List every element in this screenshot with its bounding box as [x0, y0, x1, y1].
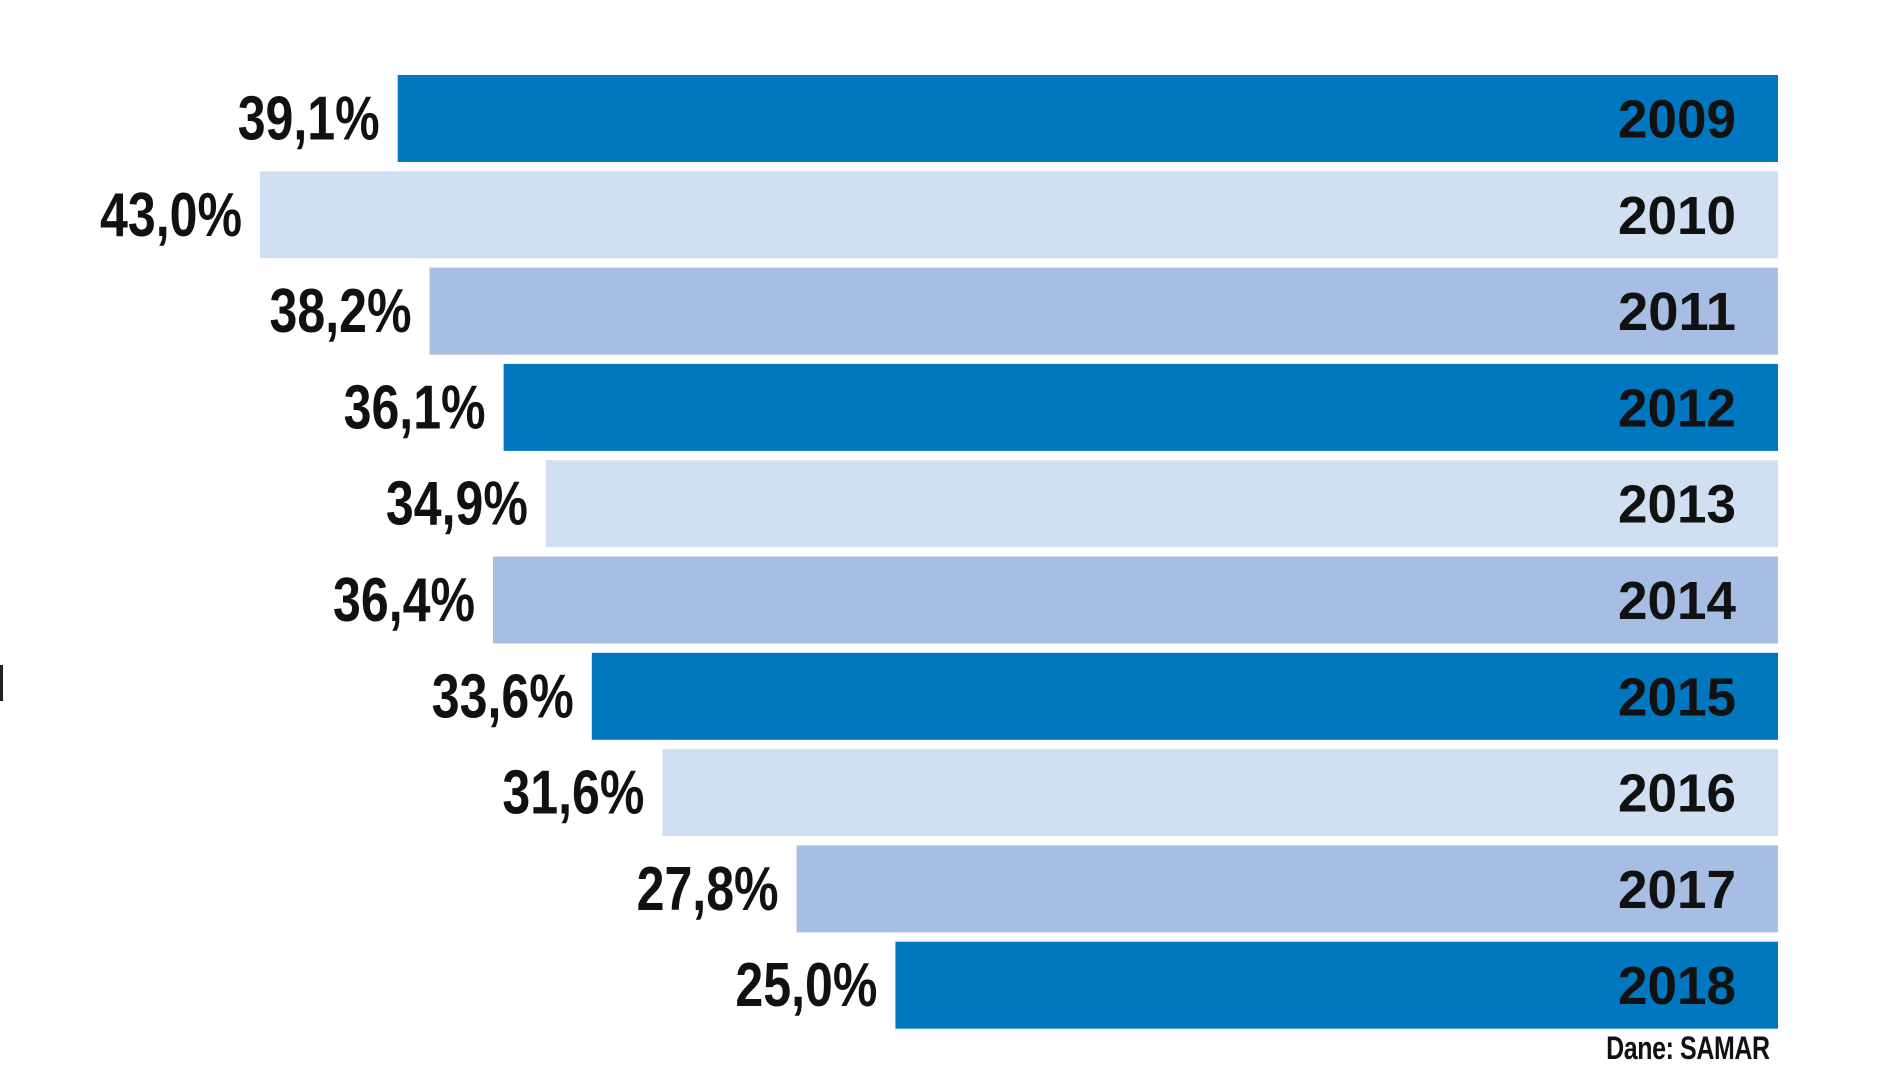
- value-label-2014: 36,4%: [333, 566, 475, 635]
- bar-2015: [591, 652, 1778, 740]
- value-label-2016: 31,6%: [502, 759, 644, 828]
- year-label-2010: 2010: [1618, 186, 1736, 246]
- year-label-2018: 2018: [1618, 956, 1736, 1016]
- value-label-2009: 39,1%: [238, 85, 380, 154]
- year-label-2014: 2014: [1618, 571, 1736, 631]
- bar-2009: [397, 75, 1779, 162]
- year-label-2011: 2011: [1618, 282, 1736, 342]
- value-label-2015: 33,6%: [432, 662, 574, 731]
- bar-2014: [493, 556, 1778, 644]
- value-label-2012: 36,1%: [344, 373, 486, 442]
- value-label-2018: 25,0%: [735, 951, 877, 1020]
- bar-2013: [545, 460, 1778, 548]
- value-label-2017: 27,8%: [637, 855, 779, 924]
- edge-mark: [0, 665, 3, 701]
- value-label-2011: 38,2%: [270, 277, 412, 346]
- year-label-2012: 2012: [1618, 378, 1736, 438]
- value-label-2013: 34,9%: [386, 470, 528, 539]
- bar-2010: [260, 171, 1778, 259]
- year-label-2015: 2015: [1618, 667, 1736, 727]
- source-note: Dane: SAMAR: [1606, 1030, 1770, 1066]
- bar-2018: [895, 941, 1778, 1029]
- year-label-2016: 2016: [1618, 764, 1736, 824]
- year-label-2013: 2013: [1618, 475, 1736, 535]
- value-label-2010: 43,0%: [100, 181, 242, 250]
- bar-2016: [662, 749, 1778, 837]
- bar-2011: [429, 267, 1778, 355]
- year-label-2009: 2009: [1618, 90, 1736, 150]
- bar-2012: [503, 363, 1779, 451]
- bar-2017: [796, 845, 1778, 933]
- year-label-2017: 2017: [1618, 860, 1736, 920]
